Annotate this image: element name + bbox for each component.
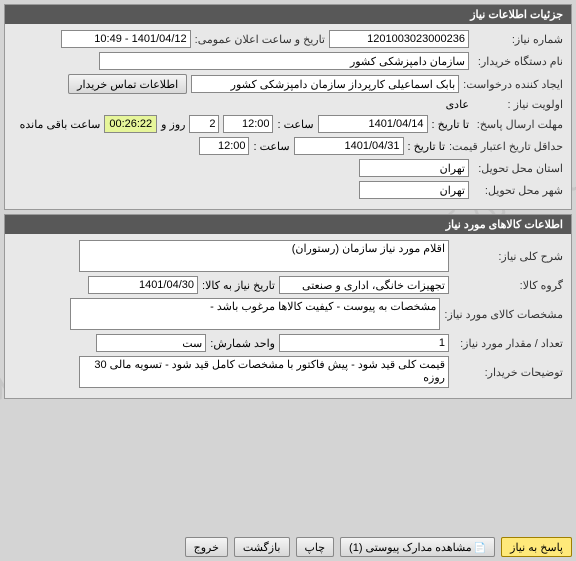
- contact-buyer-button[interactable]: اطلاعات تماس خریدار: [68, 74, 187, 94]
- buyer-note-field[interactable]: [79, 356, 449, 388]
- province-label: استان محل تحویل:: [473, 162, 563, 175]
- need-date-label: تاریخ نیاز به کالا:: [202, 279, 275, 292]
- attachments-button[interactable]: مشاهده مدارک پیوستی (1): [340, 537, 495, 557]
- deadline-label: مهلت ارسال پاسخ:: [473, 118, 563, 131]
- creator-field[interactable]: [191, 75, 459, 93]
- reply-button[interactable]: پاسخ به نیاز: [501, 537, 572, 557]
- desc-field[interactable]: [79, 240, 449, 272]
- announce-field[interactable]: [61, 30, 191, 48]
- buyer-label: نام دستگاه خریدار:: [473, 55, 563, 68]
- qty-field[interactable]: [279, 334, 449, 352]
- deadline-time-field[interactable]: [223, 115, 273, 133]
- print-button[interactable]: چاپ: [296, 537, 335, 557]
- need-date-field[interactable]: [88, 276, 198, 294]
- creator-label: ایجاد کننده درخواست:: [463, 78, 563, 91]
- countdown-timer: 00:26:22: [104, 115, 157, 133]
- price-date-field[interactable]: [294, 137, 404, 155]
- to-date-label-1: تا تاریخ :: [432, 118, 469, 131]
- time-label-1: ساعت :: [277, 118, 313, 131]
- qty-label: تعداد / مقدار مورد نیاز:: [453, 337, 563, 350]
- remain-days-field: [189, 115, 219, 133]
- need-details-panel: جزئیات اطلاعات نیاز شماره نیاز: تاریخ و …: [4, 4, 572, 210]
- unit-label: واحد شمارش:: [210, 337, 275, 350]
- need-number-label: شماره نیاز:: [473, 33, 563, 46]
- announce-label: تاریخ و ساعت اعلان عمومی:: [195, 33, 325, 46]
- panel1-title: جزئیات اطلاعات نیاز: [5, 5, 571, 24]
- buyer-field[interactable]: [99, 52, 469, 70]
- exit-button[interactable]: خروج: [185, 537, 228, 557]
- unit-field[interactable]: [96, 334, 206, 352]
- spec-field[interactable]: [70, 298, 440, 330]
- need-number-field[interactable]: [329, 30, 469, 48]
- group-field[interactable]: [279, 276, 449, 294]
- remain-days-label: روز و: [161, 118, 185, 131]
- city-label: شهر محل تحویل:: [473, 184, 563, 197]
- remain-suffix: ساعت باقی مانده: [20, 118, 101, 131]
- panel2-title: اطلاعات کالاهای مورد نیاز: [5, 215, 571, 234]
- back-button[interactable]: بازگشت: [234, 537, 290, 557]
- price-min-label: حداقل تاریخ اعتبار قیمت:: [449, 140, 563, 153]
- deadline-date-field[interactable]: [318, 115, 428, 133]
- group-label: گروه کالا:: [453, 279, 563, 292]
- priority-label: اولویت نیاز :: [473, 98, 563, 111]
- price-time-field[interactable]: [199, 137, 249, 155]
- to-date-label-2: تا تاریخ :: [408, 140, 445, 153]
- spec-label: مشخصات کالای مورد نیاز:: [444, 308, 563, 321]
- desc-label: شرح کلی نیاز:: [453, 250, 563, 263]
- priority-value: عادی: [446, 98, 469, 111]
- province-field[interactable]: [359, 159, 469, 177]
- city-field[interactable]: [359, 181, 469, 199]
- time-label-2: ساعت :: [253, 140, 289, 153]
- buyer-note-label: توضیحات خریدار:: [453, 366, 563, 379]
- footer-toolbar: پاسخ به نیاز مشاهده مدارک پیوستی (1) چاپ…: [4, 537, 572, 557]
- goods-info-panel: اطلاعات کالاهای مورد نیاز شرح کلی نیاز: …: [4, 214, 572, 399]
